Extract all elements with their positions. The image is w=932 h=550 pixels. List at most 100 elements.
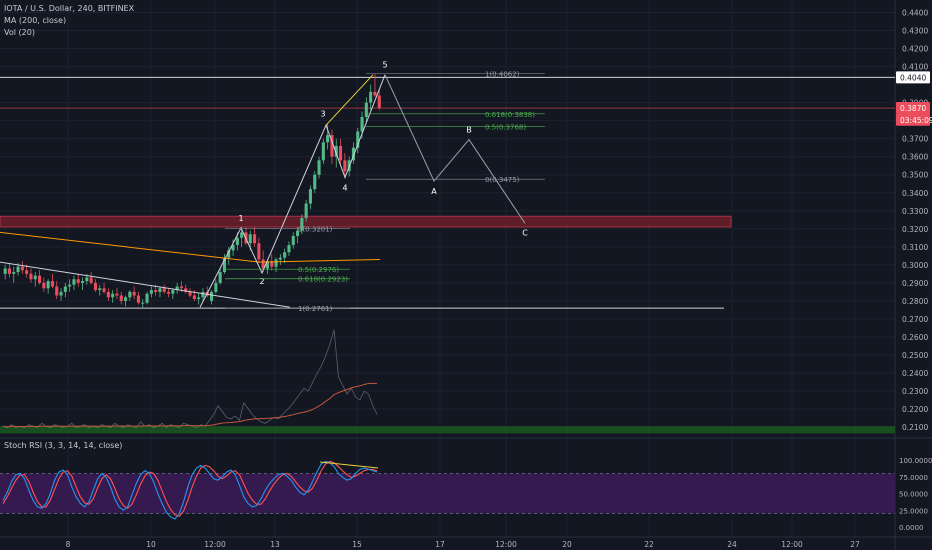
candle-body <box>106 291 110 298</box>
candle-body <box>296 230 300 237</box>
candle-body <box>291 236 295 246</box>
candle-body <box>93 282 97 291</box>
candle-body <box>313 174 317 190</box>
candle-body <box>364 102 368 118</box>
candle-body <box>128 291 132 298</box>
fib-upper-label: 1(0.4062) <box>485 70 520 78</box>
candle-body <box>201 291 205 298</box>
candle-body <box>334 145 338 157</box>
time-tick: 27 <box>850 540 860 549</box>
time-tick: 10 <box>146 540 156 549</box>
fib-upper-label: 0(0.3475) <box>485 176 520 184</box>
candle-body <box>274 259 278 267</box>
candle-body <box>218 272 222 283</box>
fib-levels: 1(0.4062) 0.618(0.3838) 0.5(0.3768) 0(0.347… <box>225 70 545 313</box>
candle-body <box>85 277 89 282</box>
rsi-tick: 75.0000 <box>899 474 928 482</box>
time-tick: 12:00 <box>781 540 803 549</box>
price-label: 0.4040 <box>900 73 926 82</box>
candle-body <box>240 232 244 238</box>
candle-body <box>321 142 325 161</box>
candle-body <box>119 295 123 301</box>
legend-symbol[interactable]: IOTA / U.S. Dollar, 240, BITFINEX <box>4 4 135 13</box>
fib-lower-label: 0(0.3201) <box>298 226 333 234</box>
fib-lower-label: 0.5(0.2976) <box>298 266 339 274</box>
candle-body <box>278 257 282 260</box>
candle-body <box>197 297 201 300</box>
rsi-band <box>0 473 895 514</box>
price-tick: 0.4200 <box>902 45 928 54</box>
candle-body <box>227 250 231 258</box>
candle-body <box>179 286 183 289</box>
time-tick: 13 <box>270 540 280 549</box>
candle-body <box>175 286 179 291</box>
candle-body <box>132 291 136 296</box>
price-tick: 0.3600 <box>902 153 928 162</box>
legend-vol[interactable]: Vol (20) <box>4 28 35 37</box>
volume-ma-line <box>2 382 378 428</box>
candle-body <box>235 237 239 246</box>
time-tick: 17 <box>435 540 445 549</box>
price-tick: 0.3300 <box>902 207 928 216</box>
candle-body <box>7 268 11 274</box>
candle-body <box>261 259 265 269</box>
candle-body <box>158 288 162 292</box>
time-tick: 24 <box>727 540 737 549</box>
price-label-bg <box>896 113 930 126</box>
rsi-tick: 50.0000 <box>899 491 928 499</box>
candle-body <box>330 135 334 157</box>
ma-line <box>0 231 381 263</box>
elliott-wave-path <box>199 74 386 308</box>
candle-body <box>369 91 373 103</box>
candle-body <box>33 275 37 280</box>
candle-body <box>111 293 115 298</box>
candle-body <box>339 145 343 161</box>
candle-body <box>222 257 226 273</box>
stoch-rsi-pane <box>0 460 895 520</box>
time-tick: 22 <box>644 540 654 549</box>
price-tick: 0.2300 <box>902 387 928 396</box>
price-tick: 0.2800 <box>902 297 928 306</box>
candle-body <box>59 291 63 296</box>
time-tick: 12:00 <box>495 540 517 549</box>
candle-body <box>171 290 175 294</box>
price-tick: 0.2400 <box>902 369 928 378</box>
candle-body <box>360 117 364 132</box>
legend-stoch-rsi[interactable]: Stoch RSI (3, 3, 14, 14, close) <box>4 441 123 450</box>
candle-body <box>38 275 42 283</box>
fib-upper-label: 0.618(0.3838) <box>485 111 535 119</box>
candle-body <box>210 291 214 301</box>
rsi-divergence-line <box>319 461 379 469</box>
candle-body <box>29 273 33 280</box>
candle-body <box>16 266 20 273</box>
price-tick: 0.4300 <box>902 27 928 36</box>
time-axis[interactable]: 8 10 12:00 13 15 17 12:00 20 22 24 12:00 27 <box>66 540 860 549</box>
price-tick: 0.4100 <box>902 63 928 72</box>
price-tick: 0.3200 <box>902 225 928 234</box>
candle-body <box>192 295 196 300</box>
wave-label: 3 <box>320 109 325 118</box>
time-tick: 15 <box>352 540 362 549</box>
price-tick: 0.2100 <box>902 423 928 432</box>
price-axis[interactable]: 0.44000.43000.42000.41000.39000.38000.37… <box>896 9 932 532</box>
volume-line <box>2 329 378 429</box>
fib-upper-label: 0.5(0.3768) <box>485 123 526 131</box>
price-tick: 0.3100 <box>902 243 928 252</box>
candle-body <box>68 284 72 287</box>
support-zone <box>0 426 895 434</box>
price-tick: 0.3700 <box>902 135 928 144</box>
trend-line <box>0 261 291 308</box>
legend-ma[interactable]: MA (200, close) <box>4 16 67 25</box>
candle-body <box>72 279 76 285</box>
candle-body <box>356 131 360 148</box>
candle-body <box>136 295 140 303</box>
candle-body <box>231 245 235 251</box>
stoch-d-line <box>2 460 378 517</box>
candle-body <box>162 288 166 292</box>
candle-body <box>265 261 269 269</box>
price-tick: 0.2500 <box>902 351 928 360</box>
candle-body <box>145 293 149 303</box>
candle-body <box>184 288 188 292</box>
correction-label: B <box>466 125 472 134</box>
